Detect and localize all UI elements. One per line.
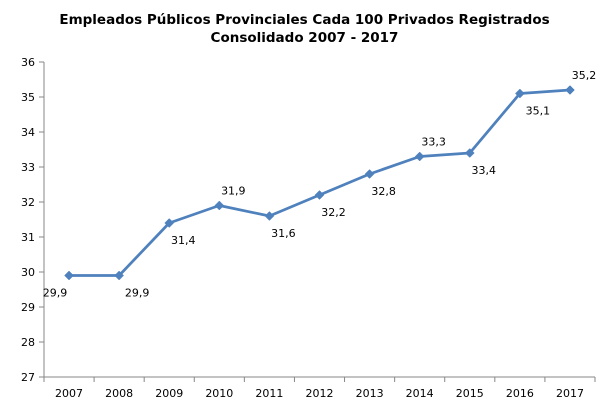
chart-title-line-2: Consolidado 2007 - 2017	[210, 30, 399, 46]
y-tick-label: 36	[21, 56, 35, 69]
series-line	[69, 88, 571, 277]
x-tick-label: 2009	[155, 387, 183, 400]
data-point-marker	[114, 270, 124, 281]
data-point-marker	[565, 85, 575, 95]
data-point-marker	[414, 151, 425, 162]
y-tick-label: 29	[21, 301, 35, 314]
x-tick-label: 2015	[456, 387, 484, 400]
x-tick-label: 2013	[356, 387, 384, 400]
y-tick-label: 28	[21, 336, 35, 349]
x-tick-label: 2011	[255, 387, 283, 400]
y-tick-label: 34	[21, 126, 35, 139]
x-tick-label: 2012	[306, 387, 334, 400]
data-point-marker	[264, 211, 275, 221]
data-point-marker	[515, 88, 525, 99]
chart-title-line-1: Empleados Públicos Provinciales Cada 100…	[59, 12, 550, 28]
data-label: 33,3	[421, 136, 446, 149]
data-label: 31,9	[221, 185, 246, 198]
y-tick-label: 30	[21, 266, 35, 279]
x-tick-label: 2017	[556, 387, 584, 400]
x-tick-label: 2014	[406, 387, 434, 400]
data-label: 32,2	[321, 206, 346, 219]
y-tick-label: 35	[21, 91, 35, 104]
data-label: 33,4	[472, 164, 497, 177]
y-tick-label: 31	[21, 231, 35, 244]
data-label: 29,9	[43, 287, 68, 300]
data-label: 35,2	[572, 69, 597, 82]
data-label: 31,6	[271, 227, 296, 240]
y-tick-label: 27	[21, 371, 35, 384]
data-point-marker	[314, 190, 325, 200]
x-tick-label: 2007	[55, 387, 83, 400]
data-point-marker	[64, 270, 74, 281]
data-point-marker	[214, 200, 225, 211]
x-tick-label: 2008	[105, 387, 133, 400]
y-tick-label: 32	[21, 196, 35, 209]
data-point-marker	[364, 169, 375, 179]
data-point-marker	[464, 148, 475, 158]
x-tick-label: 2016	[506, 387, 534, 400]
data-label: 35,1	[526, 105, 551, 118]
data-label: 32,8	[371, 185, 396, 198]
x-tick-label: 2010	[205, 387, 233, 400]
data-label: 29,9	[125, 287, 150, 300]
y-tick-label: 33	[21, 161, 35, 174]
data-label: 31,4	[171, 234, 196, 247]
data-point-marker	[164, 218, 175, 228]
